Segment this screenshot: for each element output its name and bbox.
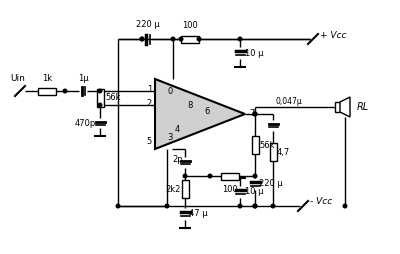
Bar	[270, 143, 276, 161]
Text: 7: 7	[249, 109, 254, 119]
Text: 100: 100	[222, 185, 238, 194]
Circle shape	[197, 37, 201, 41]
Text: 1: 1	[147, 85, 152, 93]
Text: 0: 0	[167, 87, 173, 96]
Circle shape	[208, 174, 212, 178]
Text: 4,7: 4,7	[277, 148, 290, 156]
Bar	[182, 180, 188, 198]
Text: 0,047μ: 0,047μ	[276, 97, 303, 106]
Bar	[96, 89, 104, 107]
Text: 47 μ: 47 μ	[189, 210, 208, 218]
Text: 10 μ: 10 μ	[245, 187, 264, 197]
Circle shape	[140, 37, 144, 41]
Bar	[252, 136, 258, 154]
Circle shape	[116, 204, 120, 208]
Bar	[181, 36, 199, 42]
Text: 1μ: 1μ	[78, 74, 88, 83]
Circle shape	[165, 204, 169, 208]
Text: RL: RL	[357, 102, 369, 112]
Text: 6: 6	[204, 107, 210, 117]
Text: 3: 3	[167, 133, 173, 141]
Circle shape	[238, 204, 242, 208]
Polygon shape	[340, 97, 350, 117]
Circle shape	[179, 37, 183, 41]
Circle shape	[140, 37, 144, 41]
Text: 56k: 56k	[259, 140, 274, 150]
Circle shape	[98, 89, 102, 93]
Text: 8: 8	[187, 102, 193, 110]
Bar	[221, 172, 239, 180]
Circle shape	[171, 37, 175, 41]
Text: 100: 100	[182, 21, 198, 30]
Circle shape	[271, 204, 275, 208]
Text: 2p: 2p	[172, 155, 183, 165]
Text: 470p: 470p	[75, 119, 96, 128]
Text: 220 μ: 220 μ	[136, 20, 160, 29]
Circle shape	[253, 174, 257, 178]
Text: 56k: 56k	[105, 93, 120, 103]
Circle shape	[253, 204, 257, 208]
Bar	[335, 102, 340, 112]
Circle shape	[63, 89, 67, 93]
Circle shape	[253, 112, 257, 116]
Bar	[38, 87, 56, 94]
Text: - Vcc: - Vcc	[310, 198, 332, 207]
Text: Uin: Uin	[10, 74, 26, 83]
Text: 4: 4	[174, 124, 180, 134]
Circle shape	[98, 103, 102, 107]
Text: 5: 5	[147, 136, 152, 146]
Text: 2: 2	[147, 100, 152, 108]
Text: 2k2: 2k2	[166, 184, 181, 194]
Circle shape	[343, 204, 347, 208]
Text: 220 μ: 220 μ	[259, 180, 283, 188]
Text: 10 μ: 10 μ	[245, 49, 264, 57]
Circle shape	[238, 37, 242, 41]
Text: 1k: 1k	[42, 74, 52, 83]
Polygon shape	[155, 79, 245, 149]
Circle shape	[183, 174, 187, 178]
Circle shape	[253, 204, 257, 208]
Text: + Vcc: + Vcc	[320, 30, 346, 40]
Circle shape	[253, 112, 257, 116]
